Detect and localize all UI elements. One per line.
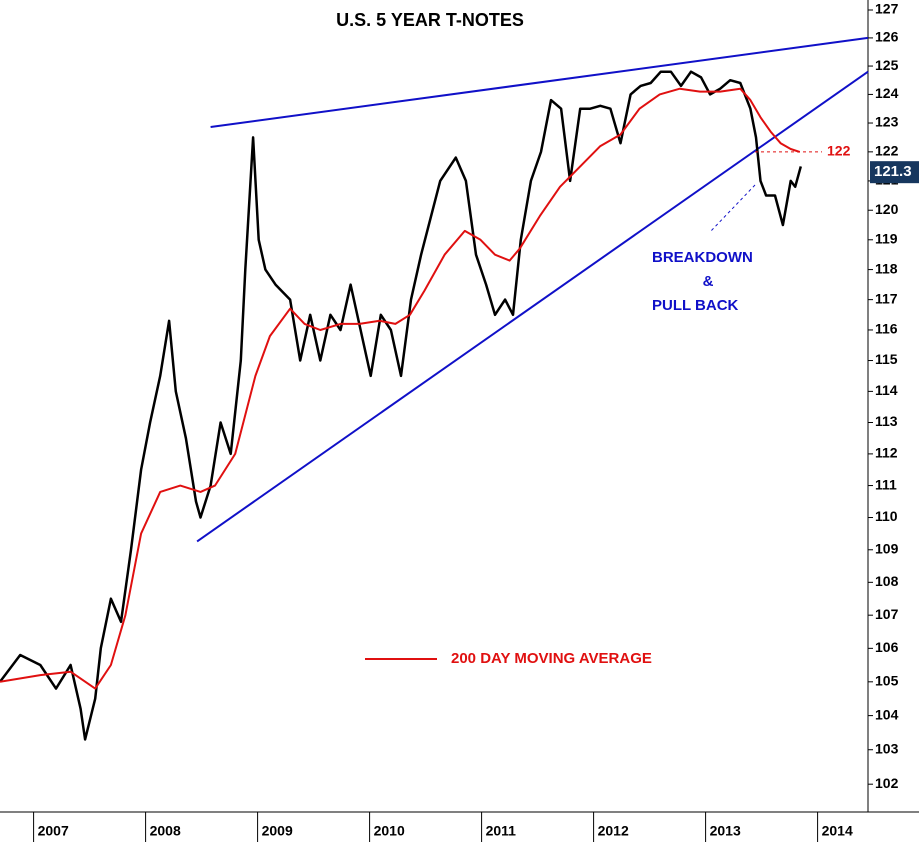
y-tick-label: 110 — [875, 508, 898, 524]
last-price-label: 121.3 — [874, 163, 912, 180]
y-tick-label: 122 — [875, 143, 899, 159]
y-tick-label: 117 — [875, 290, 898, 306]
annotation-text: PULL BACK — [652, 297, 739, 314]
moving-average-line — [0, 87, 801, 690]
y-tick-label: 103 — [875, 740, 899, 756]
x-tick-label: 2010 — [374, 823, 405, 839]
x-tick-label: 2014 — [822, 823, 853, 839]
x-tick-label: 2008 — [150, 823, 181, 839]
annotation-text: BREAKDOWN — [652, 249, 753, 266]
x-tick-label: 2007 — [38, 823, 69, 839]
y-tick-label: 115 — [875, 351, 898, 367]
y-tick-label: 126 — [875, 29, 899, 45]
y-tick-label: 113 — [875, 413, 898, 429]
y-tick-label: 105 — [875, 673, 899, 689]
x-tick-label: 2013 — [710, 823, 741, 839]
y-tick-label: 102 — [875, 775, 899, 791]
y-tick-label: 118 — [875, 260, 898, 276]
level-label: 122 — [827, 143, 851, 159]
price-line — [0, 70, 803, 741]
y-tick-label: 104 — [875, 706, 899, 722]
y-tick-label: 114 — [875, 382, 898, 398]
y-tick-label: 120 — [875, 201, 899, 217]
y-tick-label: 119 — [875, 230, 898, 246]
last-price-box — [870, 161, 919, 184]
y-tick-label: 108 — [875, 573, 899, 589]
trendline — [210, 36, 869, 128]
y-tick-label: 112 — [875, 445, 898, 461]
annotation-text: & — [703, 273, 714, 290]
x-tick-label: 2012 — [598, 823, 629, 839]
x-tick-label: 2011 — [486, 823, 517, 839]
y-tick-label: 125 — [875, 57, 899, 73]
legend-label: 200 DAY MOVING AVERAGE — [451, 650, 652, 667]
trendline — [196, 70, 869, 543]
chart-title: U.S. 5 YEAR T-NOTES — [336, 10, 524, 30]
x-tick-label: 2009 — [262, 823, 293, 839]
annotation-pointer — [709, 184, 756, 233]
y-tick-label: 116 — [875, 321, 898, 337]
y-tick-label: 111 — [875, 476, 897, 492]
y-tick-label: 124 — [875, 85, 899, 101]
y-tick-label: 123 — [875, 114, 899, 130]
y-tick-label: 107 — [875, 606, 899, 622]
y-tick-label: 109 — [875, 540, 899, 556]
y-tick-label: 106 — [875, 639, 899, 655]
y-tick-label: 127 — [875, 1, 899, 17]
